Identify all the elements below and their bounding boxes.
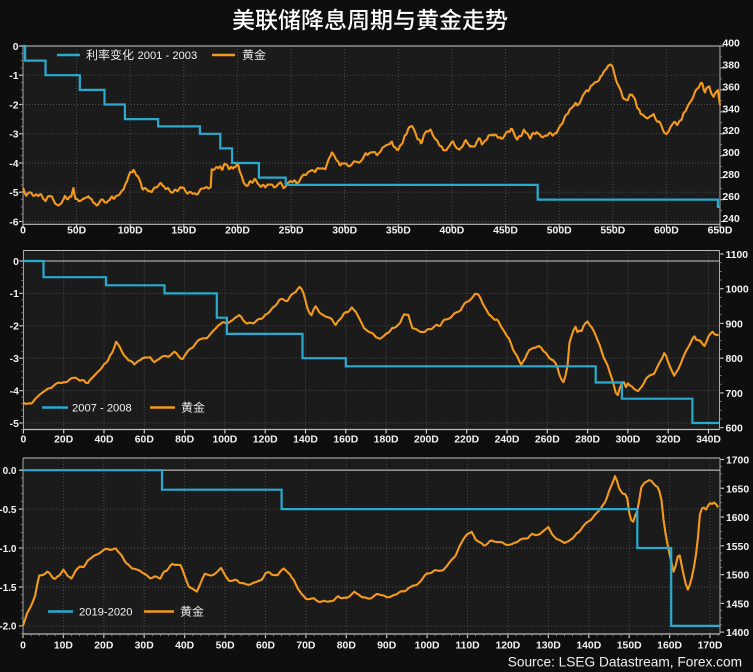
svg-text:1100: 1100 (726, 250, 749, 261)
svg-text:-1.5: -1.5 (0, 583, 17, 594)
svg-text:120D: 120D (495, 640, 520, 651)
svg-text:170D: 170D (698, 640, 723, 651)
svg-text:50D: 50D (216, 640, 236, 651)
svg-text:140D: 140D (293, 435, 318, 446)
svg-text:20D: 20D (94, 640, 114, 651)
svg-text:70D: 70D (296, 640, 316, 651)
svg-text:0: 0 (20, 640, 26, 651)
svg-text:220D: 220D (454, 435, 479, 446)
svg-text:200D: 200D (414, 435, 439, 446)
svg-text:250D: 250D (279, 226, 304, 237)
svg-text:280: 280 (723, 170, 741, 181)
svg-text:450D: 450D (493, 226, 518, 237)
svg-text:400: 400 (723, 39, 741, 50)
svg-text:260: 260 (723, 192, 741, 203)
svg-text:150D: 150D (171, 226, 196, 237)
svg-text:110D: 110D (455, 640, 480, 651)
svg-text:120D: 120D (253, 435, 278, 446)
svg-text:1600: 1600 (726, 513, 749, 524)
svg-text:100D: 100D (212, 435, 237, 446)
svg-text:60D: 60D (256, 640, 276, 651)
svg-text:-4: -4 (10, 386, 19, 397)
svg-text:2001 - 2003: 2001 - 2003 (138, 50, 198, 62)
svg-text:320D: 320D (656, 435, 681, 446)
svg-text:400D: 400D (439, 226, 464, 237)
svg-text:550D: 550D (600, 226, 625, 237)
svg-text:80D: 80D (337, 640, 357, 651)
svg-text:900: 900 (726, 319, 744, 330)
svg-text:40D: 40D (94, 435, 114, 446)
svg-text:-4: -4 (9, 159, 18, 170)
svg-text:-3: -3 (10, 354, 19, 365)
svg-text:700: 700 (726, 389, 744, 400)
svg-text:600D: 600D (654, 226, 679, 237)
svg-text:340: 340 (723, 104, 741, 115)
svg-text:20D: 20D (54, 435, 74, 446)
svg-text:-3: -3 (9, 130, 18, 141)
svg-text:260D: 260D (535, 435, 560, 446)
svg-text:100D: 100D (118, 226, 143, 237)
svg-text:1000: 1000 (726, 285, 749, 296)
svg-text:300: 300 (723, 148, 741, 159)
svg-text:180D: 180D (374, 435, 399, 446)
svg-text:380: 380 (723, 60, 741, 71)
svg-text:-2.0: -2.0 (0, 622, 17, 633)
svg-text:160D: 160D (657, 640, 682, 651)
svg-text:2019-2020: 2019-2020 (79, 606, 133, 618)
svg-text:160D: 160D (333, 435, 358, 446)
svg-text:-0.5: -0.5 (0, 505, 17, 516)
svg-text:1650: 1650 (726, 484, 749, 495)
svg-text:150D: 150D (617, 640, 642, 651)
svg-text:0.0: 0.0 (3, 466, 17, 477)
svg-text:0: 0 (21, 435, 27, 446)
svg-text:1400: 1400 (726, 628, 749, 639)
svg-text:320: 320 (723, 126, 741, 137)
svg-text:100D: 100D (415, 640, 440, 651)
svg-text:1500: 1500 (726, 571, 749, 582)
svg-text:-1.0: -1.0 (0, 544, 17, 555)
svg-text:0: 0 (13, 257, 19, 268)
svg-text:90D: 90D (377, 640, 397, 651)
svg-text:1550: 1550 (726, 542, 749, 553)
svg-text:-1: -1 (10, 289, 19, 300)
svg-text:130D: 130D (536, 640, 561, 651)
svg-text:240: 240 (723, 214, 741, 225)
svg-text:-6: -6 (9, 217, 18, 228)
svg-text:-2: -2 (9, 100, 18, 111)
svg-text:50D: 50D (67, 226, 87, 237)
svg-text:-5: -5 (9, 188, 18, 199)
svg-text:Source: LSEG Datastream, Forex: Source: LSEG Datastream, Forex.com (508, 655, 742, 670)
svg-text:240D: 240D (495, 435, 520, 446)
svg-text:280D: 280D (575, 435, 600, 446)
svg-text:800: 800 (726, 354, 744, 365)
svg-text:1700: 1700 (726, 456, 749, 467)
svg-text:2007 - 2008: 2007 - 2008 (72, 402, 132, 414)
svg-text:10D: 10D (54, 640, 74, 651)
svg-text:650D: 650D (708, 226, 733, 237)
svg-text:340D: 340D (696, 435, 721, 446)
svg-text:300D: 300D (332, 226, 357, 237)
svg-text:0: 0 (20, 226, 26, 237)
svg-text:0: 0 (13, 42, 19, 53)
svg-text:350D: 350D (386, 226, 411, 237)
svg-text:300D: 300D (615, 435, 640, 446)
svg-text:-2: -2 (10, 322, 19, 333)
svg-text:-5: -5 (10, 419, 19, 430)
svg-text:60D: 60D (135, 435, 155, 446)
svg-text:30D: 30D (135, 640, 155, 651)
svg-text:200D: 200D (225, 226, 250, 237)
svg-text:40D: 40D (175, 640, 195, 651)
svg-text:600: 600 (726, 424, 744, 435)
svg-text:360: 360 (723, 82, 741, 93)
svg-text:500D: 500D (547, 226, 572, 237)
svg-text:1450: 1450 (726, 599, 749, 610)
svg-text:140D: 140D (576, 640, 601, 651)
svg-text:-1: -1 (9, 71, 18, 82)
svg-text:80D: 80D (175, 435, 195, 446)
